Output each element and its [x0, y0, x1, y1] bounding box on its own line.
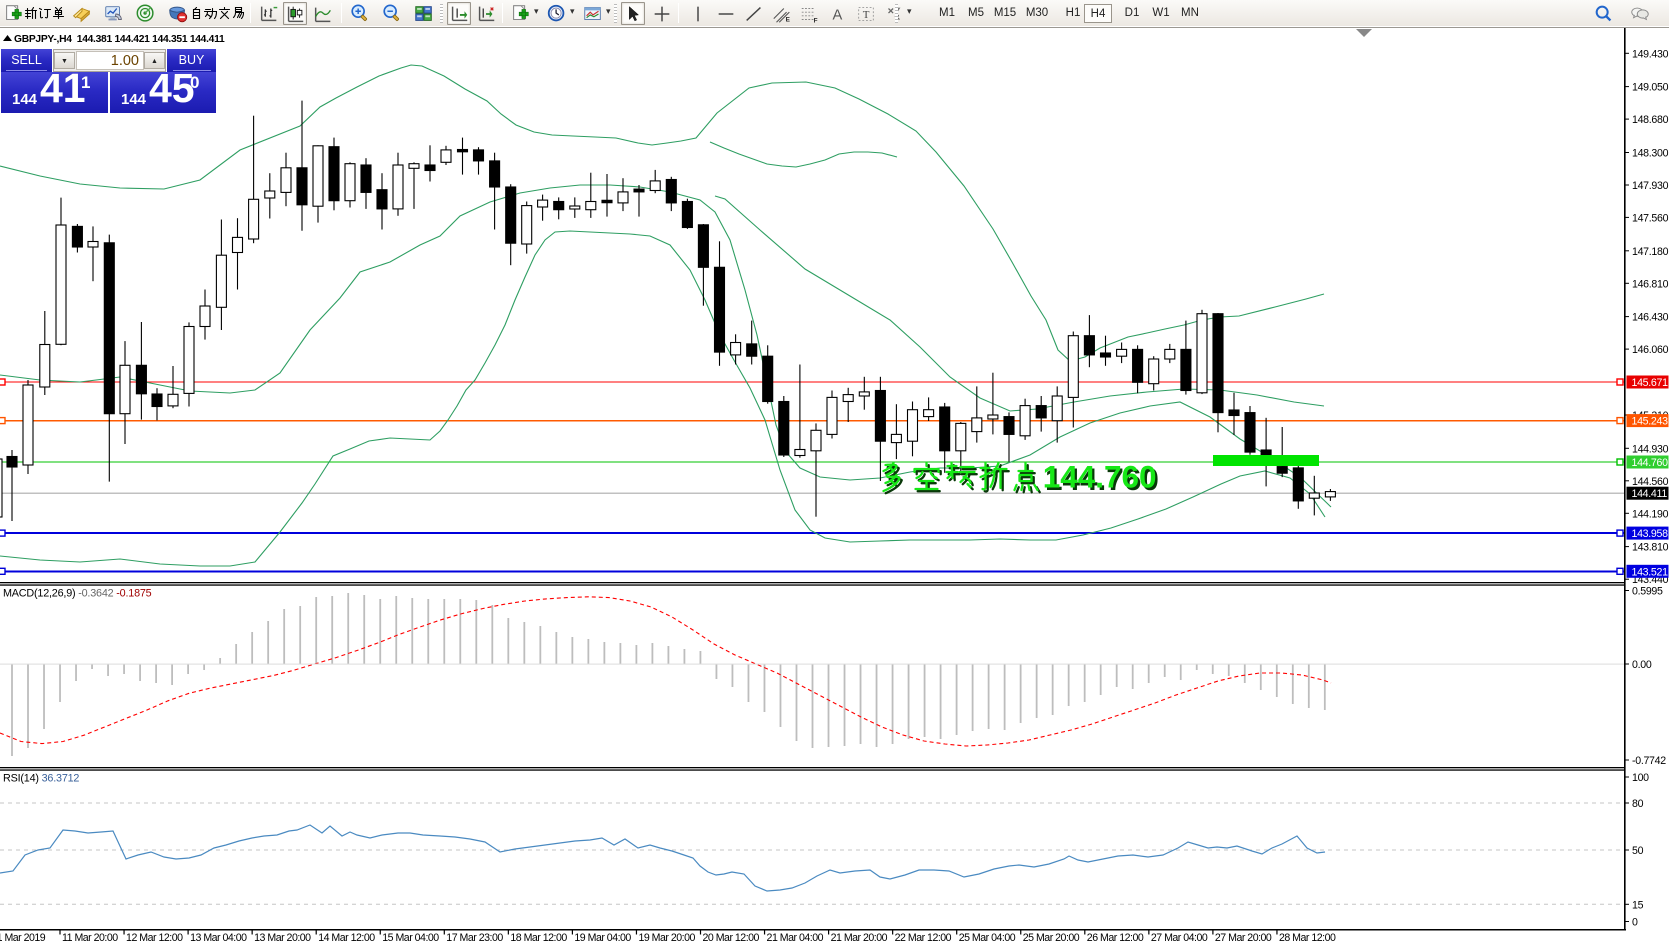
svg-text:147.560: 147.560	[1632, 212, 1669, 224]
svg-text:144.760: 144.760	[1632, 457, 1669, 469]
svg-text:146.430: 146.430	[1632, 312, 1669, 324]
svg-text:144.930: 144.930	[1632, 443, 1669, 455]
svg-text:19 Mar 20:00: 19 Mar 20:00	[638, 932, 695, 944]
svg-text:27 Mar 20:00: 27 Mar 20:00	[1215, 932, 1272, 944]
svg-text:146.810: 146.810	[1632, 278, 1669, 290]
svg-text:15: 15	[1632, 899, 1644, 911]
svg-text:146.060: 146.060	[1632, 344, 1669, 356]
svg-text:0.00: 0.00	[1632, 659, 1652, 671]
svg-text:RSI(14) 36.3712: RSI(14) 36.3712	[3, 773, 79, 785]
svg-text:19 Mar 04:00: 19 Mar 04:00	[574, 932, 631, 944]
svg-text:26 Mar 12:00: 26 Mar 12:00	[1087, 932, 1144, 944]
svg-text:100: 100	[1632, 772, 1649, 784]
svg-text:13 Mar 20:00: 13 Mar 20:00	[254, 932, 311, 944]
svg-text:148.680: 148.680	[1632, 114, 1669, 126]
svg-text:-0.7742: -0.7742	[1632, 755, 1666, 767]
svg-text:50: 50	[1632, 845, 1644, 857]
svg-text:143.521: 143.521	[1632, 566, 1669, 578]
svg-text:E: E	[786, 16, 791, 23]
svg-text:149.430: 149.430	[1632, 48, 1669, 60]
svg-text:0: 0	[1632, 917, 1638, 929]
svg-text:13 Mar 04:00: 13 Mar 04:00	[190, 932, 247, 944]
svg-text:145.671: 145.671	[1632, 377, 1669, 389]
svg-text:GBPJPY-,H4 144.381 144.421 14: GBPJPY-,H4 144.381 144.421 144.351 144.4…	[14, 34, 225, 45]
svg-text:148.300: 148.300	[1632, 148, 1669, 160]
svg-text:27 Mar 04:00: 27 Mar 04:00	[1151, 932, 1208, 944]
svg-text:144.411: 144.411	[1632, 488, 1668, 500]
svg-text:25 Mar 20:00: 25 Mar 20:00	[1023, 932, 1080, 944]
svg-text:MACD(12,26,9) -0.3642 -0.1875: MACD(12,26,9) -0.3642 -0.1875	[3, 588, 152, 600]
svg-text:143.810: 143.810	[1632, 542, 1669, 554]
svg-text:145.243: 145.243	[1632, 416, 1669, 428]
svg-text:80: 80	[1632, 798, 1644, 810]
svg-text:0.5995: 0.5995	[1632, 586, 1663, 598]
svg-text:144.190: 144.190	[1632, 508, 1669, 520]
svg-text:11 Mar 2019: 11 Mar 2019	[0, 932, 46, 944]
svg-text:147.930: 147.930	[1632, 180, 1669, 192]
svg-text:144.760: 144.760	[1045, 461, 1159, 497]
svg-text:18 Mar 12:00: 18 Mar 12:00	[510, 932, 567, 944]
svg-text:F: F	[814, 17, 818, 24]
svg-text:22 Mar 12:00: 22 Mar 12:00	[895, 932, 952, 944]
svg-text:17 Mar 23:00: 17 Mar 23:00	[446, 932, 503, 944]
svg-text:21 Mar 04:00: 21 Mar 04:00	[767, 932, 824, 944]
svg-text:11 Mar 20:00: 11 Mar 20:00	[62, 932, 118, 944]
svg-text:144.560: 144.560	[1632, 476, 1669, 488]
svg-text:20 Mar 12:00: 20 Mar 12:00	[703, 932, 760, 944]
svg-text:144.760: 144.760	[1043, 459, 1157, 495]
svg-text:21 Mar 20:00: 21 Mar 20:00	[831, 932, 888, 944]
svg-text:A: A	[833, 7, 843, 23]
svg-text:28 Mar 12:00: 28 Mar 12:00	[1279, 932, 1336, 944]
svg-text:T: T	[863, 9, 870, 21]
svg-text:25 Mar 04:00: 25 Mar 04:00	[959, 932, 1016, 944]
svg-text:14 Mar 12:00: 14 Mar 12:00	[318, 932, 375, 944]
svg-text:143.958: 143.958	[1632, 528, 1669, 540]
svg-text:149.050: 149.050	[1632, 82, 1669, 94]
svg-text:12 Mar 12:00: 12 Mar 12:00	[126, 932, 183, 944]
svg-text:15 Mar 04:00: 15 Mar 04:00	[382, 932, 439, 944]
svg-text:147.180: 147.180	[1632, 246, 1669, 258]
